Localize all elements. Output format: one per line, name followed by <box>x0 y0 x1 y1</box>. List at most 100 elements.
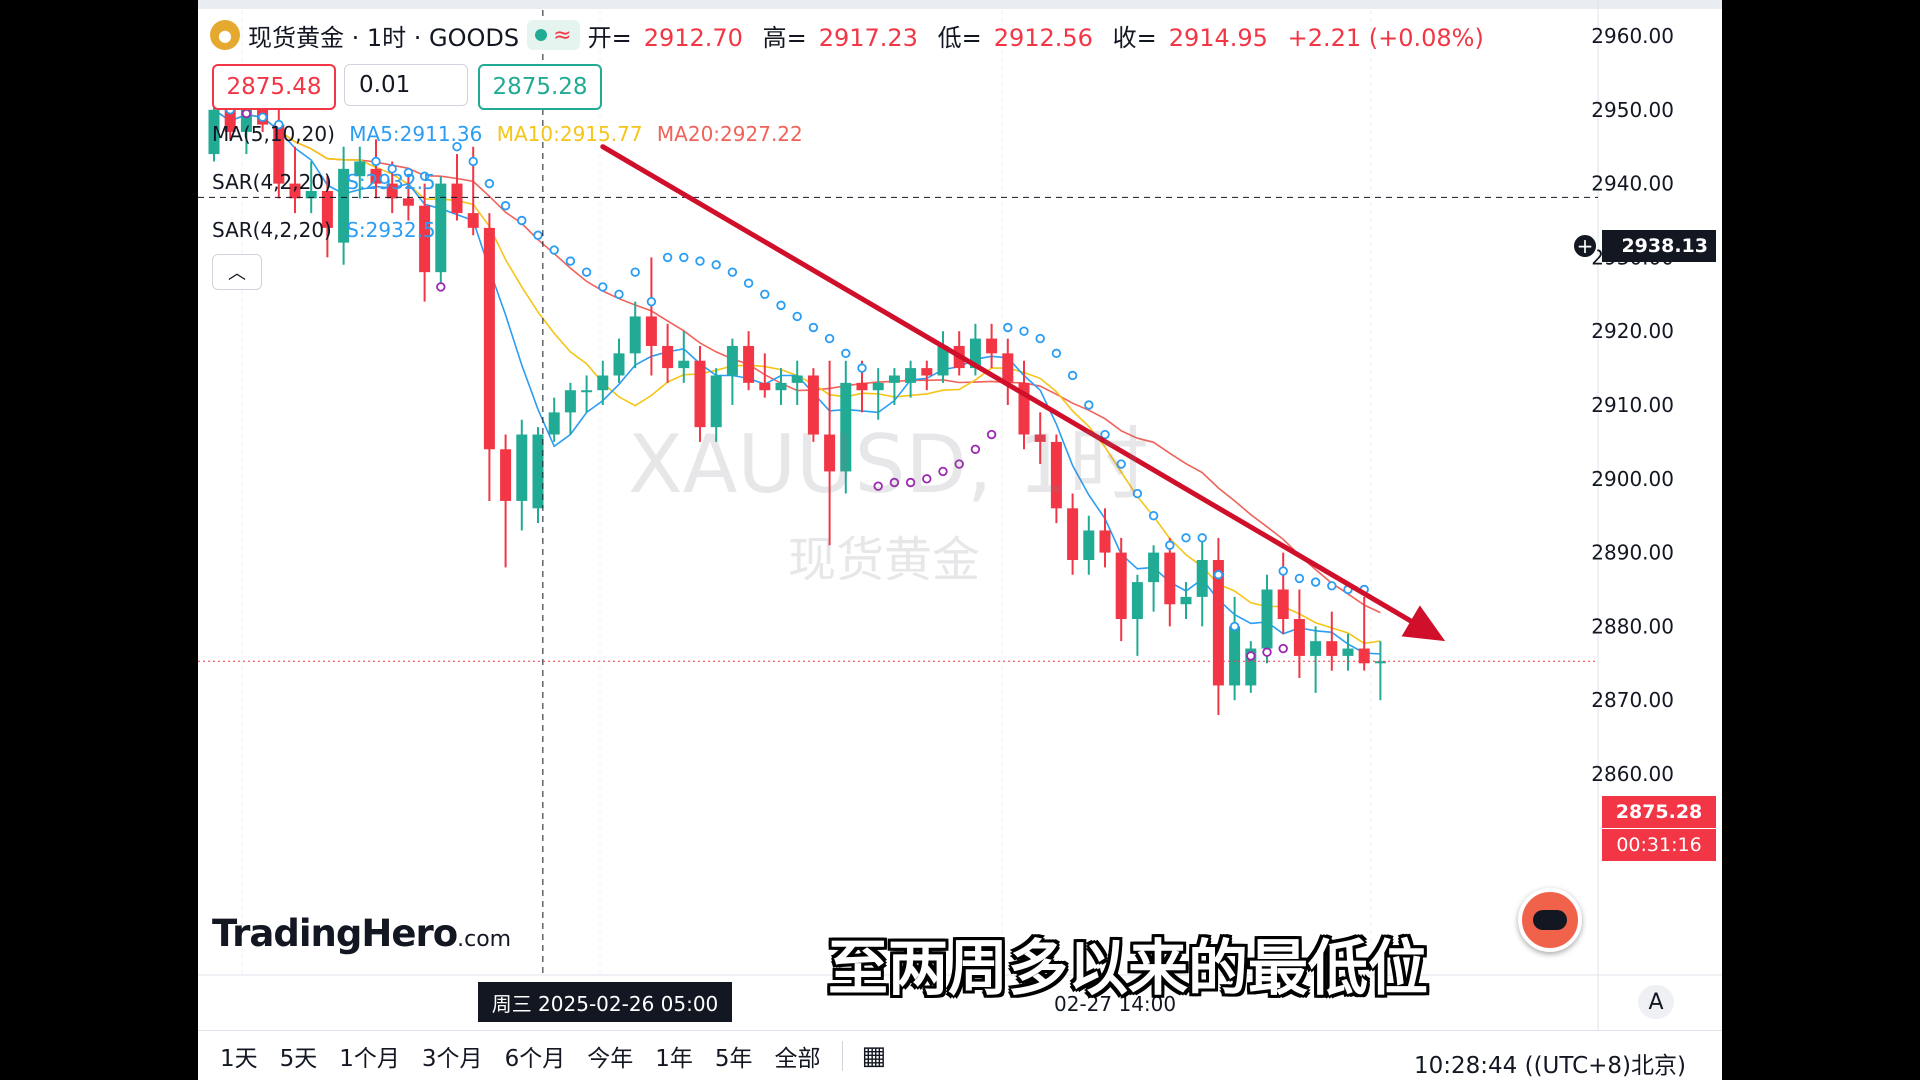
candle-body <box>419 205 431 273</box>
range-ytd[interactable]: 今年 <box>587 1046 634 1072</box>
range-1d[interactable]: 1天 <box>220 1046 258 1072</box>
add-alert-icon[interactable]: + <box>1572 233 1598 259</box>
ma5-value: MA5:2911.36 <box>349 122 483 146</box>
range-all[interactable]: 全部 <box>774 1046 821 1072</box>
candle-body <box>629 316 641 354</box>
sar-dot <box>1229 621 1240 632</box>
candle-body <box>759 382 771 391</box>
price-tick-label: 2870.00 <box>1591 688 1674 712</box>
sar-dot <box>452 141 462 152</box>
candle-body <box>726 345 738 376</box>
chevron-up-icon: ︿ <box>228 263 246 284</box>
market-status-pill[interactable]: ≈ <box>527 20 580 50</box>
candle-body <box>969 338 981 369</box>
sar-dot <box>387 164 397 174</box>
candle-body <box>370 168 382 184</box>
sar-dot <box>938 466 948 477</box>
candle-body <box>208 109 220 155</box>
sar-dot <box>889 477 900 488</box>
ma-label: MA(5,10,20) <box>212 122 335 146</box>
candle-body <box>888 375 900 383</box>
candle-body <box>224 109 236 132</box>
candle-body <box>548 412 560 435</box>
last-price-label: 2875.28 <box>1602 796 1716 828</box>
candle-body <box>597 375 609 391</box>
floating-action-button[interactable] <box>1518 888 1582 952</box>
range-3m[interactable]: 3个月 <box>421 1046 483 1072</box>
sar-dot <box>1181 533 1191 543</box>
candle-body <box>872 382 884 391</box>
price-tick-label: 2880.00 <box>1591 614 1674 638</box>
sar-dot <box>500 201 511 211</box>
sar-legend-2[interactable]: SAR(4,2,20) S:2932.5 <box>212 218 436 242</box>
candle-body <box>710 375 722 428</box>
candle-body <box>1277 589 1289 620</box>
calendar-icon[interactable]: ▦ <box>861 1041 887 1071</box>
sar-dot <box>873 481 883 491</box>
candle-body <box>451 183 463 214</box>
sar-dot <box>1132 488 1143 499</box>
sar-dot <box>808 322 819 333</box>
brand-suffix: .com <box>457 927 512 952</box>
high-value: 2917.23 <box>818 23 918 52</box>
sar2-value: S:2932.5 <box>346 218 436 242</box>
collapse-legend-button[interactable]: ︿ <box>212 254 262 290</box>
sar-dot <box>792 311 802 322</box>
candle-body <box>1326 641 1338 656</box>
sar-dot <box>662 252 673 263</box>
sell-button[interactable]: 2875.48 <box>212 64 336 110</box>
name-watermark: 现货黄金 <box>788 532 981 588</box>
candle-body <box>775 382 787 391</box>
buy-button[interactable]: 2875.28 <box>478 64 602 110</box>
sar1-value: S:2932.5 <box>346 170 436 194</box>
timezone-clock[interactable]: 10:28:44 ((UTC+8)北京) <box>1413 1053 1686 1079</box>
candle-body <box>921 368 933 376</box>
candle-body <box>1002 353 1014 383</box>
crosshair-time-label: 周三 2025-02-26 05:00 <box>478 982 732 1022</box>
candle-body <box>840 382 852 472</box>
price-tick-label: 2920.00 <box>1591 319 1674 343</box>
auto-scale-button[interactable]: A <box>1638 985 1674 1019</box>
sar-dot <box>760 289 770 299</box>
range-1m[interactable]: 1个月 <box>339 1046 400 1072</box>
sar-dot <box>1246 651 1256 661</box>
range-5y[interactable]: 5年 <box>714 1046 753 1072</box>
candle-body <box>1358 648 1370 664</box>
sar-dot <box>614 289 624 299</box>
sar-dot <box>1067 370 1078 381</box>
sar-dot <box>403 167 414 178</box>
candle-body <box>645 316 657 346</box>
sar-legend-1[interactable]: SAR(4,2,20) S:2932.5 <box>212 170 436 194</box>
ma10-value: MA10:2915.77 <box>496 122 643 146</box>
range-1y[interactable]: 1年 <box>655 1046 693 1072</box>
sar-dot <box>727 267 738 277</box>
sar-dot <box>1051 348 1062 359</box>
sar-dot <box>1262 647 1272 657</box>
candle-body <box>662 345 674 369</box>
quantity-input[interactable]: 0.01 <box>344 64 468 106</box>
candle-body <box>1050 441 1062 509</box>
sar-dot <box>743 278 754 288</box>
candle-body <box>289 183 301 199</box>
sar-dot <box>1116 459 1126 469</box>
candle-body <box>1083 530 1095 560</box>
price-chart[interactable]: 2960.002950.002940.002930.002920.002910.… <box>198 0 1722 1080</box>
candle-body <box>1018 382 1030 435</box>
candle-body <box>338 168 350 243</box>
sar-dot <box>922 474 932 484</box>
sar-dot <box>1213 570 1224 580</box>
range-6m[interactable]: 6个月 <box>504 1046 566 1072</box>
sar-dot <box>598 282 608 292</box>
sar-dot <box>824 333 835 344</box>
sar-dot <box>1278 566 1288 576</box>
sar-dot <box>679 252 689 263</box>
low-label: 低= <box>937 23 982 52</box>
price-tick-label: 2910.00 <box>1591 393 1674 417</box>
range-5d[interactable]: 5天 <box>279 1046 318 1072</box>
sar1-label: SAR(4,2,20) <box>212 170 332 194</box>
candle-body <box>856 382 868 391</box>
trend-arrowhead <box>1401 605 1446 642</box>
symbol-title[interactable]: 现货黄金 · 1时 · GOODS <box>248 23 520 52</box>
sar-dot <box>1084 400 1094 410</box>
ma-legend[interactable]: MA(5,10,20) MA5:2911.36 MA10:2915.77 MA2… <box>212 122 803 146</box>
